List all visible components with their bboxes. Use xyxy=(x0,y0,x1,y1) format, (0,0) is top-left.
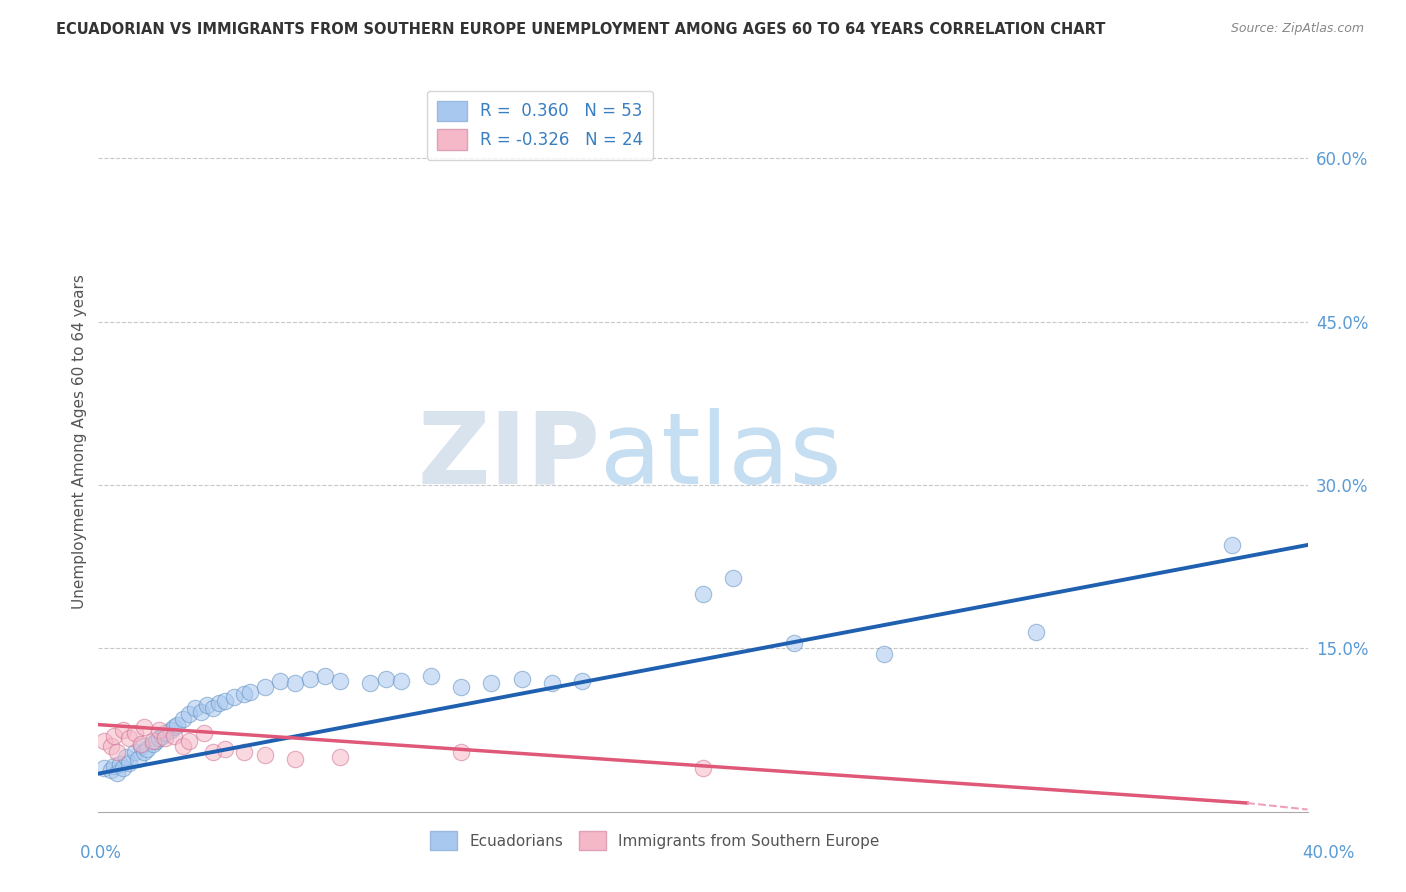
Point xyxy=(269,674,291,689)
Point xyxy=(148,723,170,737)
Point xyxy=(232,745,254,759)
Point xyxy=(111,723,134,737)
Point xyxy=(299,672,322,686)
Point xyxy=(166,717,188,731)
Point xyxy=(873,647,896,661)
Text: 40.0%: 40.0% xyxy=(1302,844,1355,862)
Point xyxy=(253,748,276,763)
Point xyxy=(142,737,165,751)
Point xyxy=(114,750,136,764)
Point xyxy=(214,741,236,756)
Point xyxy=(208,696,231,710)
Point xyxy=(163,729,186,743)
Point xyxy=(153,731,176,745)
Point xyxy=(214,694,236,708)
Point xyxy=(253,680,276,694)
Point xyxy=(193,726,215,740)
Point xyxy=(481,676,503,690)
Point xyxy=(142,734,165,748)
Point xyxy=(105,765,128,780)
Point xyxy=(314,668,336,682)
Point xyxy=(329,750,352,764)
Point xyxy=(132,745,155,759)
Text: ZIP: ZIP xyxy=(418,408,600,505)
Point xyxy=(692,587,714,601)
Point xyxy=(93,761,115,775)
Text: 0.0%: 0.0% xyxy=(80,844,122,862)
Point xyxy=(100,739,122,754)
Point xyxy=(153,726,176,740)
Text: ECUADORIAN VS IMMIGRANTS FROM SOUTHERN EUROPE UNEMPLOYMENT AMONG AGES 60 TO 64 Y: ECUADORIAN VS IMMIGRANTS FROM SOUTHERN E… xyxy=(56,22,1105,37)
Point xyxy=(124,745,146,759)
Point xyxy=(118,731,141,745)
Point xyxy=(510,672,533,686)
Point xyxy=(111,761,134,775)
Point xyxy=(284,676,307,690)
Point xyxy=(135,741,157,756)
Point xyxy=(105,745,128,759)
Point xyxy=(108,756,131,771)
Point xyxy=(100,764,122,778)
Point xyxy=(360,676,382,690)
Point xyxy=(420,668,443,682)
Y-axis label: Unemployment Among Ages 60 to 64 years: Unemployment Among Ages 60 to 64 years xyxy=(72,274,87,609)
Point xyxy=(118,756,141,770)
Point xyxy=(145,734,167,748)
Point xyxy=(195,698,218,712)
Point xyxy=(160,723,183,737)
Point xyxy=(184,701,207,715)
Point xyxy=(450,745,472,759)
Point xyxy=(783,636,806,650)
Point xyxy=(329,674,352,689)
Text: atlas: atlas xyxy=(600,408,842,505)
Point xyxy=(284,752,307,766)
Point xyxy=(124,726,146,740)
Point xyxy=(129,739,152,754)
Point xyxy=(148,731,170,745)
Point xyxy=(179,734,201,748)
Point xyxy=(692,761,714,775)
Point xyxy=(1024,625,1046,640)
Point xyxy=(571,674,593,689)
Point xyxy=(150,729,173,743)
Point xyxy=(374,672,396,686)
Point xyxy=(540,676,562,690)
Point xyxy=(103,759,125,773)
Point xyxy=(232,687,254,701)
Point xyxy=(1220,538,1243,552)
Point xyxy=(172,739,194,754)
Point xyxy=(163,720,186,734)
Point xyxy=(202,745,225,759)
Point xyxy=(127,752,149,766)
Point xyxy=(132,720,155,734)
Point xyxy=(129,737,152,751)
Point xyxy=(172,712,194,726)
Point xyxy=(103,729,125,743)
Legend: Ecuadorians, Immigrants from Southern Europe: Ecuadorians, Immigrants from Southern Eu… xyxy=(423,825,886,856)
Point xyxy=(202,701,225,715)
Point xyxy=(190,705,212,719)
Point xyxy=(179,706,201,721)
Point xyxy=(450,680,472,694)
Point xyxy=(723,571,745,585)
Text: Source: ZipAtlas.com: Source: ZipAtlas.com xyxy=(1230,22,1364,36)
Point xyxy=(389,674,412,689)
Point xyxy=(224,690,246,705)
Point xyxy=(239,685,262,699)
Point xyxy=(93,734,115,748)
